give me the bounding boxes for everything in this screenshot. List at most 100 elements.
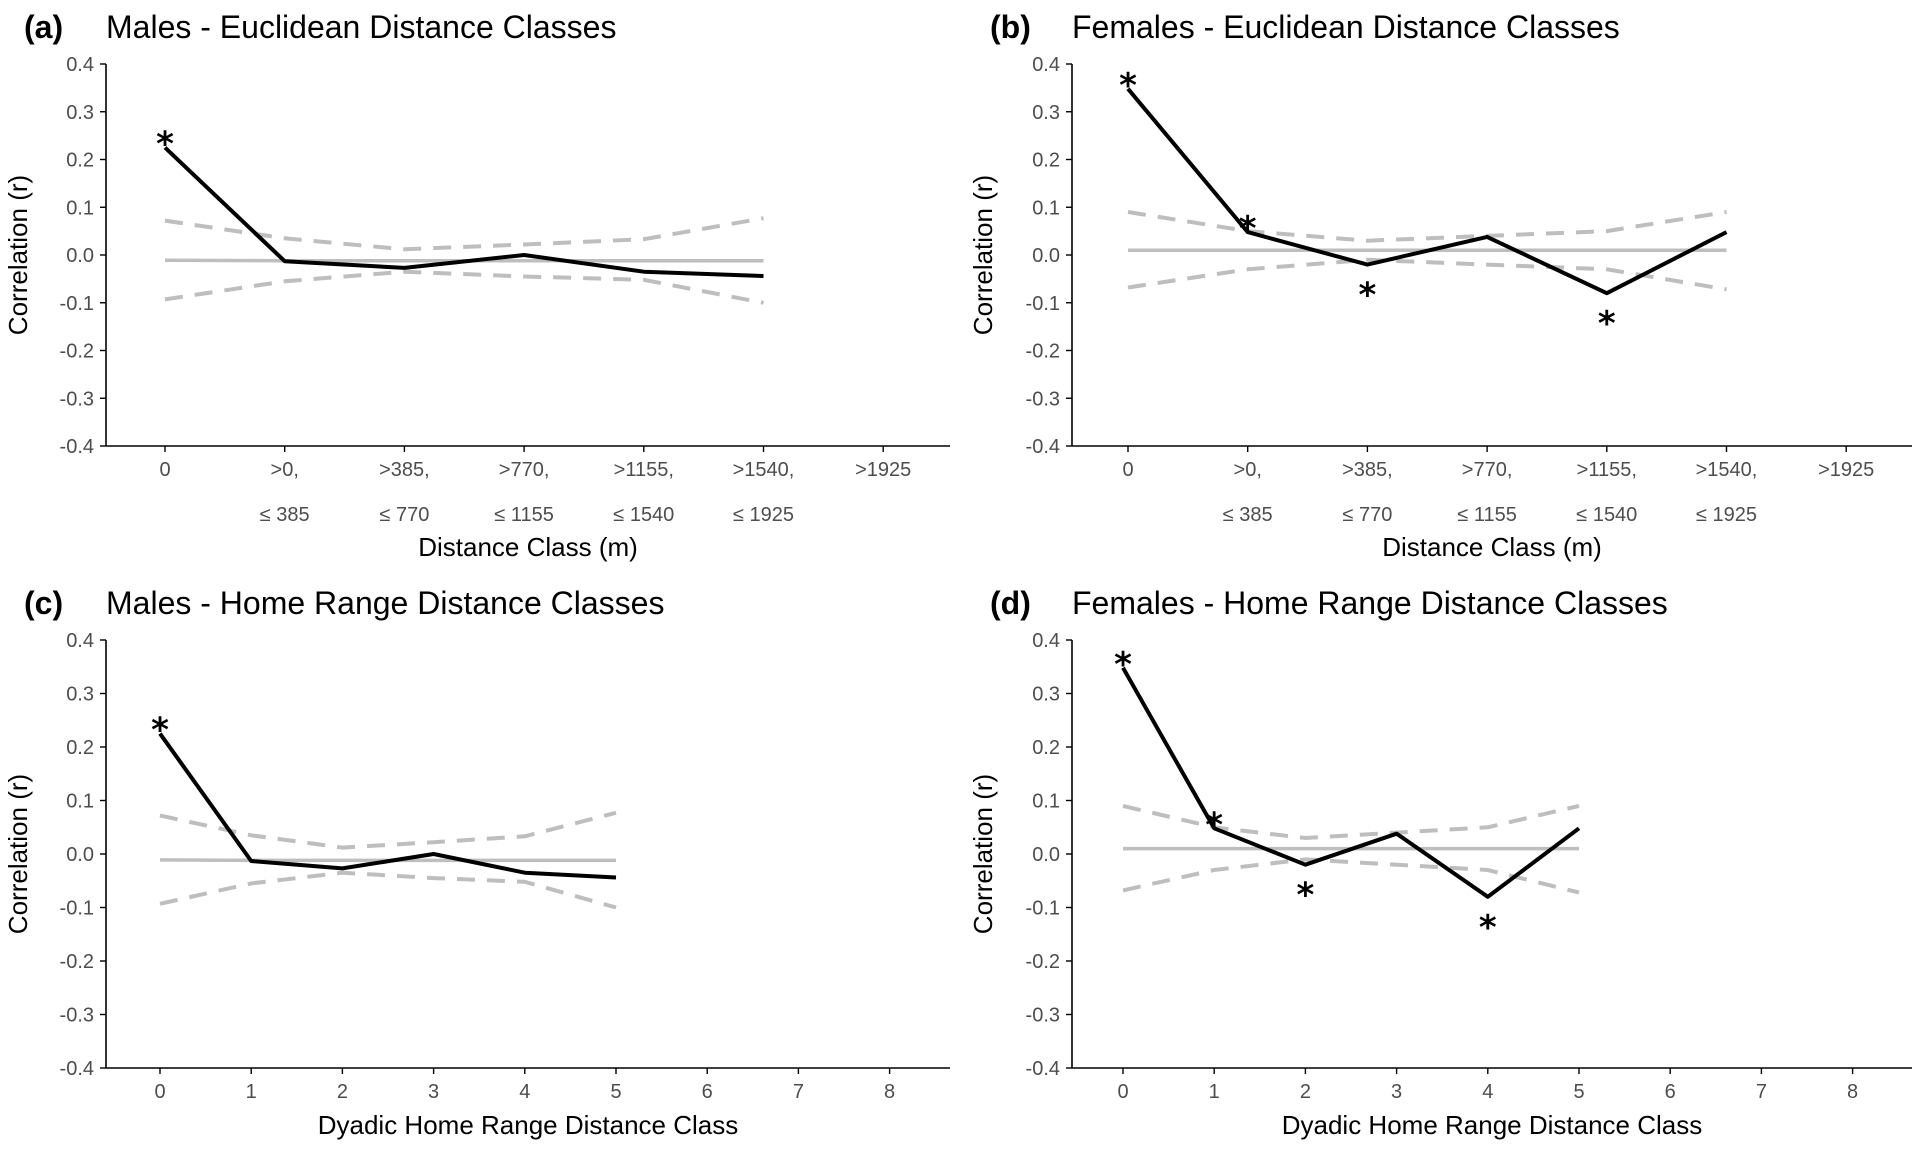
panel-title: Males - Home Range Distance Classes: [106, 585, 664, 621]
y-tick-label: -0.4: [60, 1058, 94, 1080]
x-tick-label: ≤ 1155: [494, 504, 554, 526]
panel-title: Males - Euclidean Distance Classes: [106, 9, 616, 45]
x-tick-label: >385,: [1342, 459, 1393, 481]
y-tick-label: -0.2: [60, 951, 94, 973]
x-tick-label: >1540,: [1696, 459, 1758, 481]
y-tick-label: 0.2: [1032, 150, 1060, 172]
series-line-lower-ci: [164, 269, 764, 305]
y-tick-label: 0.4: [66, 54, 94, 76]
y-tick-label: 0.4: [1032, 630, 1060, 652]
panel-letter: (c): [24, 585, 63, 621]
x-tick-label: 4: [1482, 1081, 1493, 1103]
y-tick-label: 0.1: [1032, 197, 1060, 219]
panel-2: (b) Females - Euclidean Distance Classes -…: [968, 9, 1912, 562]
y-tick-label: 0.3: [1032, 684, 1060, 706]
y-tick-label: -0.3: [1026, 1005, 1060, 1027]
panel-letter: (b): [990, 9, 1031, 45]
x-tick-label: >0,: [271, 459, 299, 481]
y-tick-label: -0.1: [1026, 898, 1060, 920]
x-tick-label: >1925: [1818, 459, 1874, 481]
series-line-upper-ci: [164, 216, 764, 252]
y-tick-label: 0.3: [66, 684, 94, 706]
x-tick-label: ≤ 385: [1223, 504, 1273, 526]
x-tick-label: ≤ 1540: [613, 504, 674, 526]
significance-marker: *: [1119, 66, 1137, 106]
x-tick-label: 0: [159, 459, 170, 481]
y-tick-label: 0.3: [1032, 102, 1060, 124]
y-tick-label: 0.1: [1032, 791, 1060, 813]
y-tick-label: -0.4: [60, 436, 94, 458]
x-tick-label: 7: [1756, 1081, 1767, 1103]
x-tick-label: ≤ 385: [260, 504, 310, 526]
x-tick-label: 3: [428, 1081, 439, 1103]
series-line-observed: [1126, 87, 1728, 296]
significance-marker: *: [1114, 645, 1132, 685]
y-axis-title: Correlation (r): [3, 774, 33, 934]
significance-marker: *: [1598, 304, 1616, 344]
x-axis-title: Dyadic Home Range Distance Class: [318, 1110, 739, 1140]
significance-marker: *: [1359, 276, 1377, 316]
x-tick-label: 5: [1573, 1081, 1584, 1103]
x-tick-label: ≤ 770: [1342, 504, 1392, 526]
significance-marker: *: [1205, 805, 1223, 845]
x-tick-label: >1155,: [614, 459, 674, 481]
x-tick-label: >770,: [499, 459, 550, 481]
y-axis-title: Correlation (r): [968, 774, 998, 934]
x-tick-label: 6: [702, 1081, 713, 1103]
y-tick-label: 0.4: [66, 630, 94, 652]
y-tick-label: 0.2: [1032, 737, 1060, 759]
y-tick-label: -0.1: [60, 898, 94, 920]
x-tick-label: 1: [1209, 1081, 1220, 1103]
y-axis-title: Correlation (r): [3, 175, 33, 335]
y-tick-label: 0.2: [66, 150, 94, 172]
significance-marker: *: [156, 125, 174, 165]
x-tick-label: 2: [337, 1081, 348, 1103]
y-tick-label: -0.4: [1026, 1058, 1060, 1080]
y-tick-label: -0.3: [60, 388, 94, 410]
x-tick-label: 7: [793, 1081, 804, 1103]
x-tick-label: 4: [519, 1081, 530, 1103]
x-tick-label: 0: [1117, 1081, 1128, 1103]
y-tick-label: -0.1: [60, 293, 94, 315]
x-axis-title: Dyadic Home Range Distance Class: [1282, 1110, 1703, 1140]
y-tick-label: -0.1: [1026, 293, 1060, 315]
significance-marker: *: [1479, 908, 1497, 948]
x-tick-label: 6: [1665, 1081, 1676, 1103]
panel-3: (c) Males - Home Range Distance Classes -0…: [3, 585, 950, 1140]
y-tick-label: -0.2: [60, 341, 94, 363]
x-tick-label: ≤ 770: [379, 504, 429, 526]
x-axis-title: Distance Class (m): [1382, 532, 1602, 562]
series-line-observed: [158, 732, 617, 880]
panel-letter: (d): [990, 585, 1031, 621]
y-tick-label: 0.1: [66, 197, 94, 219]
y-tick-label: 0.3: [66, 102, 94, 124]
significance-marker: *: [1297, 876, 1315, 916]
x-tick-label: ≤ 1155: [1457, 504, 1517, 526]
x-tick-label: 0: [1122, 459, 1133, 481]
y-tick-label: -0.2: [1026, 951, 1060, 973]
series-line-upper-ci: [1122, 803, 1580, 840]
series-line-upper-ci: [1127, 210, 1727, 243]
x-tick-label: 8: [1847, 1081, 1858, 1103]
panel-1: (a) Males - Euclidean Distance Classes -0.…: [3, 9, 950, 562]
y-axis-title: Correlation (r): [968, 175, 998, 335]
series-line-observed: [163, 146, 764, 278]
x-tick-label: >0,: [1234, 459, 1262, 481]
y-tick-label: 0.0: [66, 844, 94, 866]
x-tick-label: 5: [610, 1081, 621, 1103]
series-line-observed: [1121, 666, 1581, 899]
x-tick-label: >1540,: [733, 459, 795, 481]
panel-title: Females - Euclidean Distance Classes: [1072, 9, 1620, 45]
x-tick-label: ≤ 1925: [733, 504, 794, 526]
y-tick-label: 0.0: [1032, 844, 1060, 866]
panel-title: Females - Home Range Distance Classes: [1072, 585, 1668, 621]
y-tick-label: -0.3: [1026, 388, 1060, 410]
series-line-lower-ci: [159, 870, 617, 910]
y-tick-label: 0.1: [66, 791, 94, 813]
y-tick-label: -0.4: [1026, 436, 1060, 458]
y-tick-label: -0.2: [1026, 341, 1060, 363]
y-tick-label: 0.4: [1032, 54, 1060, 76]
y-tick-label: 0.0: [1032, 245, 1060, 267]
significance-marker: *: [151, 711, 169, 751]
significance-marker: *: [1239, 209, 1257, 249]
